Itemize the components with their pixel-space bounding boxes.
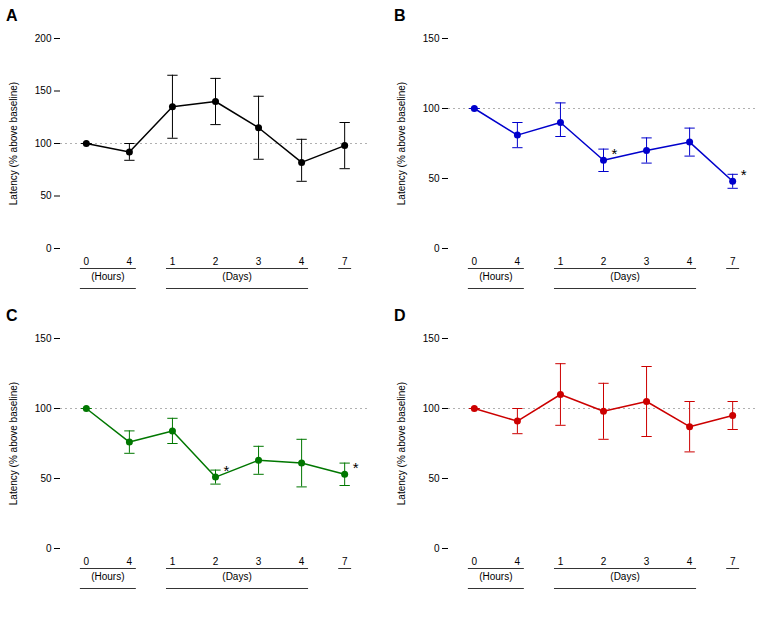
svg-text:(Hours): (Hours) bbox=[479, 271, 512, 282]
svg-text:4: 4 bbox=[687, 556, 693, 567]
svg-text:50: 50 bbox=[40, 190, 52, 201]
html-text:D: D bbox=[394, 307, 406, 324]
svg-text:150: 150 bbox=[423, 333, 440, 344]
svg-text:7: 7 bbox=[342, 256, 348, 267]
svg-text:7: 7 bbox=[730, 256, 736, 267]
svg-text:(Hours): (Hours) bbox=[91, 271, 124, 282]
svg-text:7: 7 bbox=[730, 556, 736, 567]
svg-text:1: 1 bbox=[558, 556, 564, 567]
svg-text:3: 3 bbox=[644, 256, 650, 267]
svg-text:4: 4 bbox=[299, 256, 305, 267]
svg-text:50: 50 bbox=[40, 473, 52, 484]
svg-text:3: 3 bbox=[256, 556, 262, 567]
svg-text:4: 4 bbox=[127, 256, 133, 267]
svg-text:Latency (% above baseline): Latency (% above baseline) bbox=[8, 382, 19, 505]
svg-text:0: 0 bbox=[472, 256, 478, 267]
svg-text:Latency (% above baseline): Latency (% above baseline) bbox=[396, 82, 407, 205]
svg-text:7: 7 bbox=[342, 556, 348, 567]
svg-text:100: 100 bbox=[423, 103, 440, 114]
svg-text:Latency (% above baseline): Latency (% above baseline) bbox=[396, 382, 407, 505]
html-text:B: B bbox=[394, 7, 406, 24]
html-text:A: A bbox=[6, 7, 18, 24]
svg-text:4: 4 bbox=[515, 556, 521, 567]
svg-text:*: * bbox=[741, 166, 747, 183]
svg-text:(Days): (Days) bbox=[222, 571, 251, 582]
svg-text:0: 0 bbox=[434, 243, 440, 254]
svg-text:0: 0 bbox=[434, 543, 440, 554]
svg-text:0: 0 bbox=[84, 256, 90, 267]
svg-text:100: 100 bbox=[35, 403, 52, 414]
svg-text:2: 2 bbox=[601, 556, 607, 567]
svg-text:(Days): (Days) bbox=[222, 271, 251, 282]
svg-text:(Hours): (Hours) bbox=[91, 571, 124, 582]
svg-text:100: 100 bbox=[35, 138, 52, 149]
svg-text:50: 50 bbox=[428, 473, 440, 484]
html-text:C: C bbox=[6, 307, 18, 324]
svg-text:2: 2 bbox=[213, 556, 219, 567]
svg-text:(Days): (Days) bbox=[610, 571, 639, 582]
svg-text:150: 150 bbox=[35, 85, 52, 96]
svg-text:0: 0 bbox=[46, 543, 52, 554]
svg-text:3: 3 bbox=[644, 556, 650, 567]
svg-text:200: 200 bbox=[35, 33, 52, 44]
svg-text:2: 2 bbox=[213, 256, 219, 267]
svg-text:50: 50 bbox=[428, 173, 440, 184]
svg-text:2: 2 bbox=[601, 256, 607, 267]
svg-text:Latency (% above baseline): Latency (% above baseline) bbox=[8, 82, 19, 205]
svg-text:(Days): (Days) bbox=[610, 271, 639, 282]
svg-text:1: 1 bbox=[558, 256, 564, 267]
svg-text:(Hours): (Hours) bbox=[479, 571, 512, 582]
svg-text:4: 4 bbox=[127, 556, 133, 567]
svg-text:1: 1 bbox=[170, 256, 176, 267]
svg-text:4: 4 bbox=[299, 556, 305, 567]
svg-text:0: 0 bbox=[84, 556, 90, 567]
svg-text:*: * bbox=[353, 459, 359, 476]
svg-text:*: * bbox=[612, 145, 618, 162]
svg-text:150: 150 bbox=[35, 333, 52, 344]
svg-text:0: 0 bbox=[472, 556, 478, 567]
svg-text:0: 0 bbox=[46, 243, 52, 254]
svg-text:*: * bbox=[224, 462, 230, 479]
svg-text:1: 1 bbox=[170, 556, 176, 567]
svg-text:100: 100 bbox=[423, 403, 440, 414]
svg-text:4: 4 bbox=[515, 256, 521, 267]
svg-text:3: 3 bbox=[256, 256, 262, 267]
svg-text:4: 4 bbox=[687, 256, 693, 267]
svg-text:150: 150 bbox=[423, 33, 440, 44]
